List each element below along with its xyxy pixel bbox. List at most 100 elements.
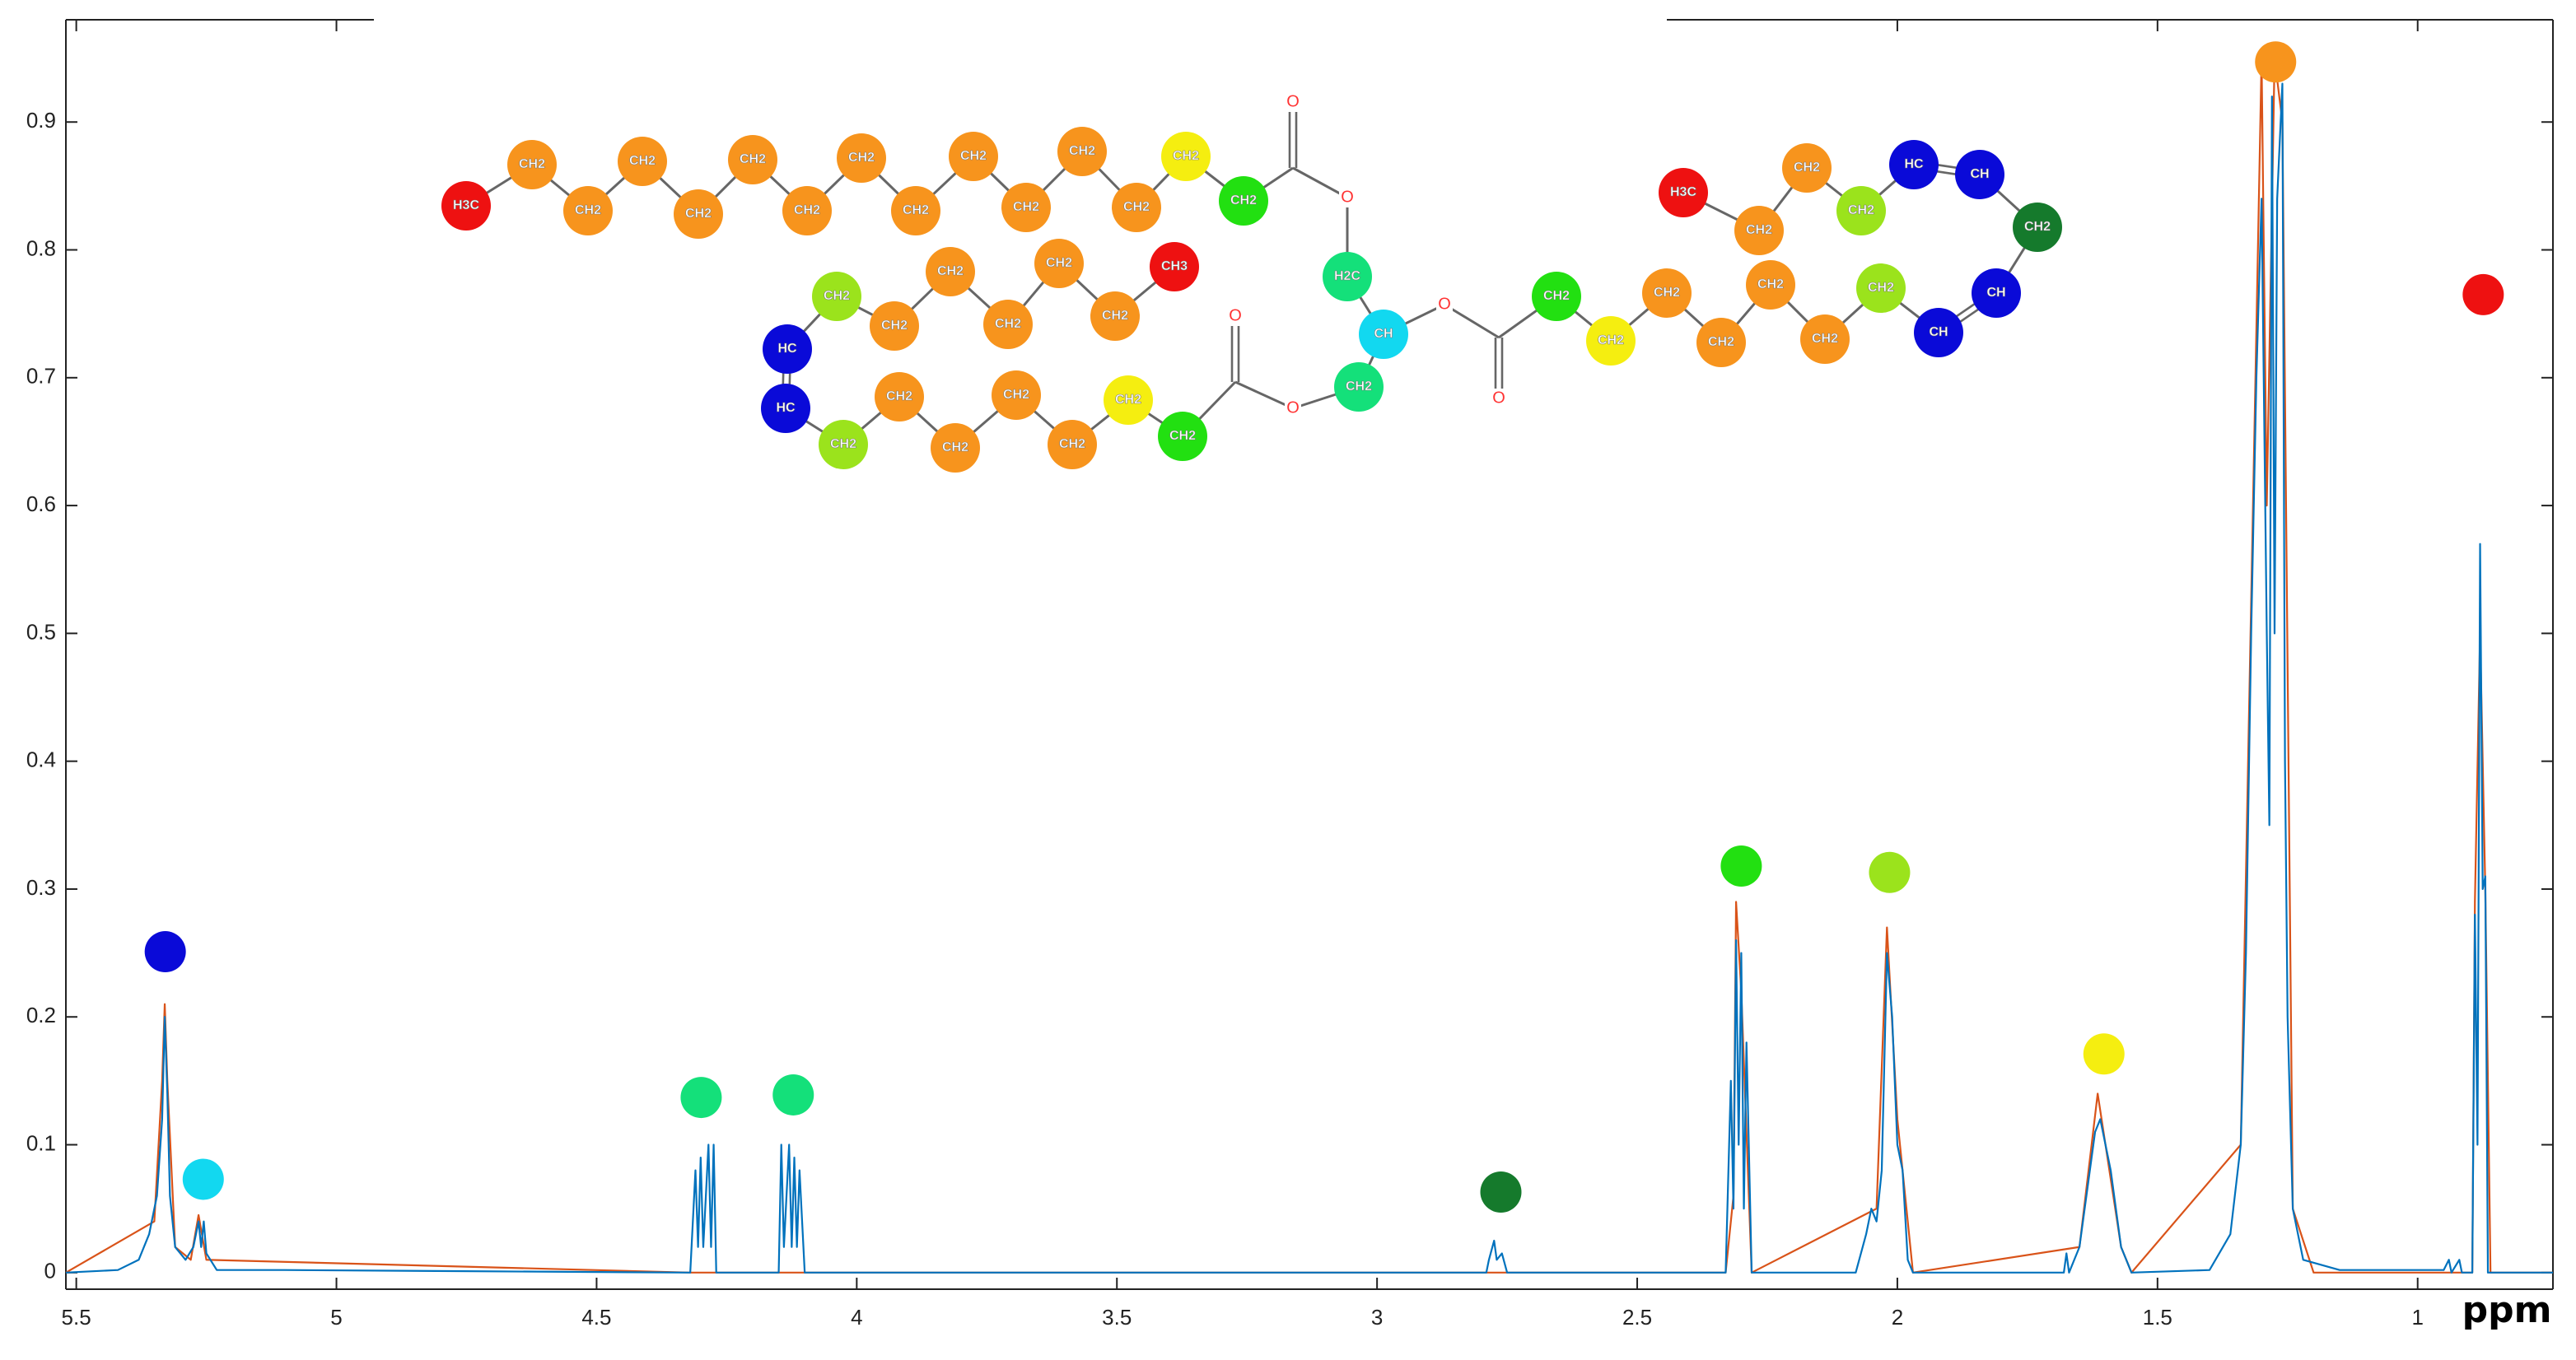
atom	[1219, 176, 1268, 226]
y-tick-label: 0.7	[26, 364, 56, 389]
atom-label: CH2	[995, 317, 1021, 331]
peak-marker	[144, 931, 186, 973]
atom	[931, 423, 980, 473]
atom-label: CH2	[1708, 335, 1734, 349]
atom	[728, 135, 777, 184]
atom	[837, 133, 886, 183]
atom-label: CH2	[1848, 203, 1874, 217]
atom-label: CH2	[1173, 149, 1199, 163]
peak-marker	[772, 1074, 814, 1115]
atom	[812, 272, 861, 321]
atom	[1034, 239, 1084, 288]
x-tick-label: 1.5	[2143, 1305, 2172, 1330]
x-tick-label: 3	[1371, 1305, 1383, 1330]
atom-label: CH2	[1059, 437, 1085, 451]
atom	[1334, 362, 1384, 412]
atom-label: CH2	[1543, 289, 1570, 303]
atom	[1057, 127, 1107, 176]
atom	[992, 370, 1041, 420]
atom-label: CH2	[1654, 286, 1680, 300]
atom	[926, 247, 975, 296]
atom-label: CH2	[1115, 393, 1141, 407]
atom-label: CH	[1374, 327, 1393, 341]
atom-label: CH2	[942, 440, 968, 454]
atom	[1746, 260, 1795, 310]
atom	[1532, 272, 1581, 321]
oxygen-label: O	[1438, 295, 1451, 313]
atom-label: CH2	[685, 207, 712, 221]
atom	[891, 186, 940, 235]
atom-label: CH2	[1757, 277, 1784, 291]
atom	[870, 301, 919, 351]
oxygen-bg	[1285, 398, 1301, 418]
atom	[1642, 268, 1692, 318]
atom-label: CH2	[903, 203, 929, 217]
oxygen-label: O	[1492, 389, 1505, 407]
x-tick-label: 2.5	[1622, 1305, 1652, 1330]
atom-label: CH2	[1868, 281, 1894, 295]
atom-label: CH2	[830, 437, 856, 451]
atom-label: CH2	[794, 203, 820, 217]
x-axis-label: ppm	[2462, 1289, 2552, 1331]
y-tick-label: 0.4	[26, 748, 56, 772]
x-tick-label: 4.5	[581, 1305, 611, 1330]
oxygen-label: O	[1286, 398, 1300, 417]
atom	[1586, 316, 1636, 366]
peak-marker	[1480, 1171, 1522, 1213]
plot-area: 0 0.1 0.2 0.3 0.4 0.5 0.6 0.7 0.8 0.9 5.5 5 4.5 4 3.5 3…	[26, 19, 2554, 1330]
oxygen-bg	[1227, 306, 1244, 326]
atom-label: CH2	[629, 154, 656, 168]
atom-label: CH2	[1003, 388, 1029, 402]
x-tick-label: 3.5	[1102, 1305, 1132, 1330]
atom	[1782, 143, 1832, 193]
atom-label: CH2	[1123, 200, 1150, 214]
atom	[674, 189, 723, 239]
atom-label: CH2	[1230, 193, 1257, 207]
atom-label: CH2	[1794, 161, 1820, 175]
peak-marker	[182, 1158, 224, 1200]
atom	[1161, 132, 1211, 181]
atom-label: CH	[1970, 167, 1989, 181]
atom-label: CH2	[1169, 429, 1196, 443]
x-tick-label: 4	[851, 1305, 862, 1330]
bond	[1444, 303, 1500, 339]
atom-label: CH2	[1102, 309, 1128, 323]
atom	[1104, 375, 1153, 425]
atom	[949, 132, 998, 181]
oxygen-label: O	[1229, 306, 1242, 324]
y-tick-label: 0.8	[26, 235, 56, 260]
atom	[819, 420, 868, 469]
atom	[782, 186, 832, 235]
atom-label: CH2	[1046, 256, 1072, 270]
peak-marker	[2083, 1033, 2125, 1075]
atom	[1090, 291, 1140, 341]
atom	[441, 181, 491, 231]
atom	[763, 324, 812, 374]
atom-label: CH2	[937, 264, 964, 278]
atom-label: CH2	[848, 151, 875, 165]
atom	[1112, 183, 1161, 232]
atom	[1734, 206, 1784, 255]
y-tick-label: 0.2	[26, 1003, 56, 1027]
atom	[875, 372, 924, 422]
peak-marker	[2255, 41, 2297, 83]
atom	[1914, 308, 1963, 357]
atom-label: H2C	[1334, 269, 1360, 283]
atom-label: CH	[1986, 286, 2005, 300]
atom-label: CH2	[1812, 332, 1838, 346]
atom	[983, 300, 1033, 349]
oxygen-bg	[1339, 188, 1356, 207]
y-tick-label: 0.6	[26, 491, 56, 516]
atom-label: CH2	[1069, 144, 1095, 158]
atom-label: CH2	[1746, 223, 1772, 237]
atom-label: HC	[776, 401, 796, 415]
peak-marker	[1869, 851, 1911, 893]
atom	[2013, 203, 2062, 252]
oxygen-label: O	[1286, 92, 1300, 110]
oxygen-bg	[1436, 295, 1453, 314]
peak-marker	[680, 1077, 722, 1119]
atom	[507, 140, 557, 189]
